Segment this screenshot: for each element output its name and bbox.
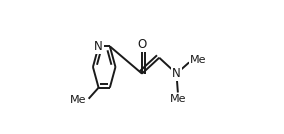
Text: Me: Me [70, 95, 87, 105]
Text: N: N [94, 40, 103, 53]
Text: Me: Me [170, 94, 186, 104]
Text: N: N [172, 67, 181, 80]
Text: Me: Me [190, 55, 206, 65]
Text: O: O [137, 38, 147, 51]
